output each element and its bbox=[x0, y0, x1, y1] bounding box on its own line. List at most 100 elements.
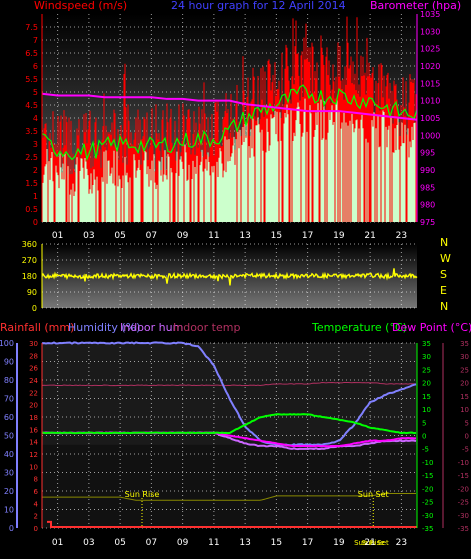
temperature-humidity-panel: 0102030405060708090100024681012141618202… bbox=[0, 339, 469, 548]
humidity-tick-label: 40 bbox=[4, 450, 14, 459]
dew-point-tick-label: 25 bbox=[460, 366, 469, 374]
windspeed-tick-label: 7 bbox=[33, 36, 38, 45]
temperature-tick-label: 25 bbox=[422, 366, 431, 374]
direction-tick-label: 90 bbox=[27, 288, 37, 297]
humidity-tick-label: 0 bbox=[9, 524, 14, 533]
humidity-tick-label: 30 bbox=[4, 469, 14, 478]
indoor-temp-axis-title: Indoor temp bbox=[173, 321, 240, 334]
rain-tick-label: 22 bbox=[29, 389, 38, 397]
windspeed-tick-label: 5.5 bbox=[25, 75, 38, 84]
dew-point-axis-title: Dew Point (°C) bbox=[392, 321, 471, 334]
dew-point-tick-label: 10 bbox=[460, 406, 469, 414]
temperature-axis-title: Temperature (°C) bbox=[311, 321, 407, 334]
dew-point-tick-label: -20 bbox=[458, 485, 469, 493]
rain-tick-label: 10 bbox=[29, 463, 38, 471]
wind-average-line bbox=[41, 84, 418, 162]
compass-letter: W bbox=[440, 252, 451, 265]
rain-tick-label: 20 bbox=[29, 402, 38, 410]
direction-tick-label: 0 bbox=[32, 304, 37, 313]
compass-letter: E bbox=[440, 284, 447, 297]
temperature-tick-label: -10 bbox=[422, 459, 433, 467]
time-tick-label: 09 bbox=[177, 231, 189, 241]
windspeed-tick-label: 1.5 bbox=[25, 179, 38, 188]
time-tick-label: 01 bbox=[52, 538, 63, 548]
time-tick-label: 21 bbox=[364, 231, 375, 241]
time-tick-label: 19 bbox=[333, 231, 345, 241]
sunrise-label: Sun Rise bbox=[125, 490, 160, 499]
time-tick-label: 07 bbox=[146, 538, 157, 548]
temperature-tick-label: -25 bbox=[422, 499, 433, 507]
temperature-tick-label: 30 bbox=[422, 353, 431, 361]
wind-average-fill bbox=[41, 98, 416, 222]
rainfall-axis-title: Rainfall (mm) bbox=[0, 321, 74, 334]
humidity-tick-label: 100 bbox=[0, 339, 14, 348]
barometer-tick-label: 1025 bbox=[420, 45, 440, 54]
windspeed-tick-label: 6.5 bbox=[25, 49, 38, 58]
temperature-tick-label: -5 bbox=[422, 446, 429, 454]
time-tick-label: 11 bbox=[208, 538, 219, 548]
temperature-tick-label: -30 bbox=[422, 512, 433, 520]
temperature-tick-label: 5 bbox=[422, 419, 426, 427]
temperature-tick-label: 15 bbox=[422, 393, 431, 401]
dew-point-tick-label: 15 bbox=[460, 393, 469, 401]
direction-tick-label: 270 bbox=[22, 256, 37, 265]
time-tick-label: 15 bbox=[271, 231, 282, 241]
humidity-tick-label: 90 bbox=[4, 358, 14, 367]
temperature-tick-label: -20 bbox=[422, 485, 433, 493]
indoor-hum-axis-title: Indoor hum bbox=[120, 321, 183, 334]
wind-direction-trace bbox=[41, 268, 418, 286]
time-tick-label: 05 bbox=[114, 538, 125, 548]
time-tick-label: 23 bbox=[396, 538, 407, 548]
time-tick-label: 05 bbox=[114, 231, 125, 241]
time-tick-label: 03 bbox=[83, 538, 94, 548]
time-tick-label: 21 bbox=[364, 538, 375, 548]
humidity-tick-label: 50 bbox=[4, 432, 14, 441]
temperature-tick-label: 35 bbox=[422, 340, 431, 348]
windspeed-tick-label: 4 bbox=[33, 114, 38, 123]
rain-tick-label: 12 bbox=[29, 451, 38, 459]
time-tick-label: 17 bbox=[302, 231, 313, 241]
graph-title: 24 hour graph for 12 April 2014 bbox=[171, 0, 346, 12]
rain-tick-label: 14 bbox=[29, 439, 38, 447]
compass-letter: N bbox=[440, 236, 448, 249]
temperature-tick-label: 10 bbox=[422, 406, 431, 414]
dew-point-tick-label: 5 bbox=[465, 419, 469, 427]
time-tick-label: 19 bbox=[333, 538, 345, 548]
barometer-tick-label: 980 bbox=[420, 201, 435, 210]
temperature-tick-label: 20 bbox=[422, 380, 431, 388]
dew-point-tick-label: -15 bbox=[458, 472, 469, 480]
windspeed-tick-label: 0.5 bbox=[25, 205, 38, 214]
windspeed-tick-label: 7.5 bbox=[25, 23, 38, 32]
rainfall-line bbox=[47, 520, 417, 528]
rain-tick-label: 4 bbox=[34, 500, 39, 508]
rain-tick-label: 6 bbox=[34, 488, 39, 496]
dew-point-tick-label: -30 bbox=[458, 512, 469, 520]
time-tick-label: 09 bbox=[177, 538, 189, 548]
time-tick-label: 23 bbox=[396, 231, 407, 241]
compass-letter: N bbox=[440, 300, 448, 313]
rain-tick-label: 0 bbox=[34, 525, 38, 533]
windspeed-tick-label: 6 bbox=[33, 62, 38, 71]
wind-barometer-panel: 0 0.5 1 1.5 2 2.5 3 3.5 4 4.5 5 5.5 6 6.5 7 7.5 975 980 98… bbox=[25, 10, 440, 241]
rain-tick-label: 2 bbox=[34, 513, 38, 521]
sun-line bbox=[42, 492, 416, 501]
rain-tick-label: 8 bbox=[34, 476, 38, 484]
dew-point-tick-label: -10 bbox=[458, 459, 469, 467]
rain-tick-label: 30 bbox=[29, 340, 38, 348]
sunset-label: Sun Set bbox=[358, 490, 389, 499]
windspeed-tick-label: 3 bbox=[33, 140, 38, 149]
barometer-axis-title: Barometer (hpa) bbox=[370, 0, 461, 12]
humidity-tick-label: 20 bbox=[4, 487, 14, 496]
barometer-tick-label: 975 bbox=[420, 218, 435, 227]
windspeed-tick-label: 2.5 bbox=[25, 153, 38, 162]
barometer-tick-label: 1010 bbox=[420, 97, 440, 106]
dew-point-tick-label: 35 bbox=[460, 340, 469, 348]
dew-point-tick-label: -25 bbox=[458, 499, 469, 507]
time-tick-label: 15 bbox=[271, 538, 282, 548]
windspeed-tick-label: 5 bbox=[33, 88, 38, 97]
compass-letter: S bbox=[440, 268, 447, 281]
humidity-tick-label: 80 bbox=[4, 376, 14, 385]
